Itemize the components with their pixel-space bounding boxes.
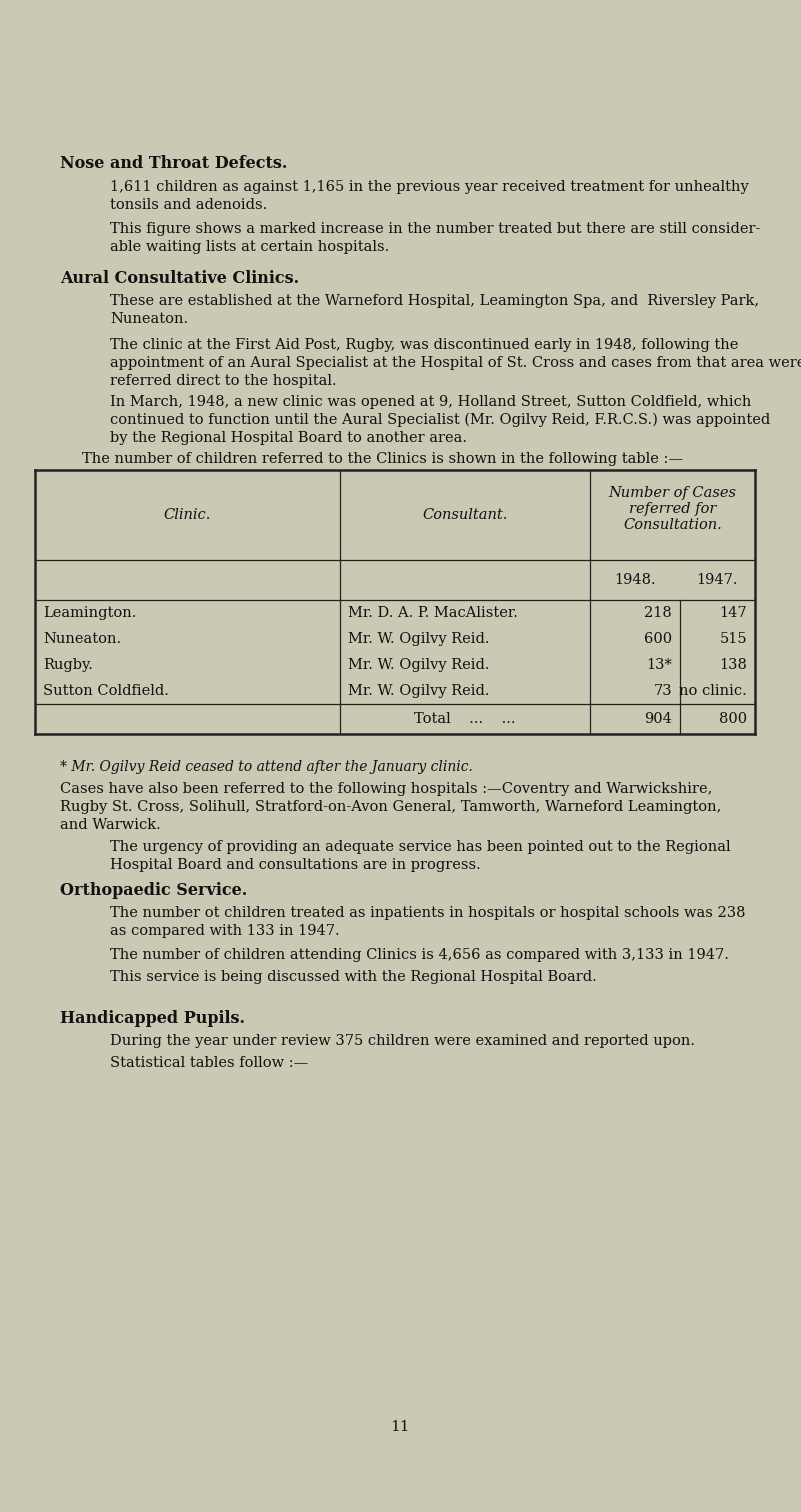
- Text: continued to function until the Aural Specialist (Mr. Ogilvy Reid, F.R.C.S.) was: continued to function until the Aural Sp…: [110, 413, 771, 428]
- Text: Cases have also been referred to the following hospitals :—Coventry and Warwicks: Cases have also been referred to the fol…: [60, 782, 712, 795]
- Text: Rugby St. Cross, Solihull, Stratford-on-Avon General, Tamworth, Warneford Leamin: Rugby St. Cross, Solihull, Stratford-on-…: [60, 800, 722, 813]
- Text: In March, 1948, a new clinic was opened at 9, Holland Street, Sutton Coldfield, : In March, 1948, a new clinic was opened …: [110, 395, 751, 410]
- Text: 73: 73: [654, 683, 672, 699]
- Text: able waiting lists at certain hospitals.: able waiting lists at certain hospitals.: [110, 240, 389, 254]
- Text: appointment of an Aural Specialist at the Hospital of St. Cross and cases from t: appointment of an Aural Specialist at th…: [110, 355, 801, 370]
- Text: During the year under review 375 children were examined and reported upon.: During the year under review 375 childre…: [110, 1034, 695, 1048]
- Text: Mr. D. A. P. MacAlister.: Mr. D. A. P. MacAlister.: [348, 606, 518, 620]
- Text: Mr. W. Ogilvy Reid.: Mr. W. Ogilvy Reid.: [348, 632, 489, 646]
- Text: Statistical tables follow :—: Statistical tables follow :—: [110, 1055, 308, 1070]
- Text: Number of Cases: Number of Cases: [609, 485, 736, 500]
- Text: Sutton Coldfield.: Sutton Coldfield.: [43, 683, 169, 699]
- Text: 11: 11: [390, 1420, 410, 1433]
- Text: Nose and Throat Defects.: Nose and Throat Defects.: [60, 156, 288, 172]
- Text: 138: 138: [719, 658, 747, 671]
- Text: These are established at the Warneford Hospital, Leamington Spa, and  Riversley : These are established at the Warneford H…: [110, 293, 759, 308]
- Text: by the Regional Hospital Board to another area.: by the Regional Hospital Board to anothe…: [110, 431, 467, 445]
- Text: Total    ...    ...: Total ... ...: [414, 712, 516, 726]
- Text: Orthopaedic Service.: Orthopaedic Service.: [60, 881, 248, 900]
- Text: This service is being discussed with the Regional Hospital Board.: This service is being discussed with the…: [110, 971, 597, 984]
- Text: tonsils and adenoids.: tonsils and adenoids.: [110, 198, 268, 212]
- Text: Hospital Board and consultations are in progress.: Hospital Board and consultations are in …: [110, 857, 481, 872]
- Text: Handicapped Pupils.: Handicapped Pupils.: [60, 1010, 245, 1027]
- Text: 600: 600: [644, 632, 672, 646]
- Text: The number of children referred to the Clinics is shown in the following table :: The number of children referred to the C…: [82, 452, 683, 466]
- Text: This figure shows a marked increase in the number treated but there are still co: This figure shows a marked increase in t…: [110, 222, 760, 236]
- Text: as compared with 133 in 1947.: as compared with 133 in 1947.: [110, 924, 340, 937]
- Text: referred for: referred for: [629, 502, 716, 516]
- Text: Clinic.: Clinic.: [164, 508, 211, 522]
- Text: Aural Consultative Clinics.: Aural Consultative Clinics.: [60, 271, 299, 287]
- Text: The urgency of providing an adequate service has been pointed out to the Regiona: The urgency of providing an adequate ser…: [110, 841, 731, 854]
- Text: 1,611 children as against 1,165 in the previous year received treatment for unhe: 1,611 children as against 1,165 in the p…: [110, 180, 749, 194]
- Text: no clinic.: no clinic.: [679, 683, 747, 699]
- Text: 13*: 13*: [646, 658, 672, 671]
- Text: Consultation.: Consultation.: [623, 519, 722, 532]
- Text: 1948.: 1948.: [614, 573, 656, 587]
- Text: referred direct to the hospital.: referred direct to the hospital.: [110, 373, 336, 389]
- Text: The number ot children treated as inpatients in hospitals or hospital schools wa: The number ot children treated as inpati…: [110, 906, 746, 919]
- Text: 800: 800: [718, 712, 747, 726]
- Text: The number of children attending Clinics is 4,656 as compared with 3,133 in 1947: The number of children attending Clinics…: [110, 948, 729, 962]
- Text: Consultant.: Consultant.: [422, 508, 508, 522]
- Text: Nuneaton.: Nuneaton.: [110, 311, 188, 327]
- Text: 218: 218: [644, 606, 672, 620]
- Text: 1947.: 1947.: [697, 573, 739, 587]
- Text: 515: 515: [719, 632, 747, 646]
- Text: 147: 147: [719, 606, 747, 620]
- Text: * Mr. Ogilvy Reid ceased to attend after the January clinic.: * Mr. Ogilvy Reid ceased to attend after…: [60, 761, 473, 774]
- Text: 904: 904: [644, 712, 672, 726]
- Text: Mr. W. Ogilvy Reid.: Mr. W. Ogilvy Reid.: [348, 658, 489, 671]
- Text: Leamington.: Leamington.: [43, 606, 136, 620]
- Text: Rugby.: Rugby.: [43, 658, 93, 671]
- Text: Nuneaton.: Nuneaton.: [43, 632, 121, 646]
- Text: The clinic at the First Aid Post, Rugby, was discontinued early in 1948, followi: The clinic at the First Aid Post, Rugby,…: [110, 339, 739, 352]
- Text: and Warwick.: and Warwick.: [60, 818, 161, 832]
- Text: Mr. W. Ogilvy Reid.: Mr. W. Ogilvy Reid.: [348, 683, 489, 699]
